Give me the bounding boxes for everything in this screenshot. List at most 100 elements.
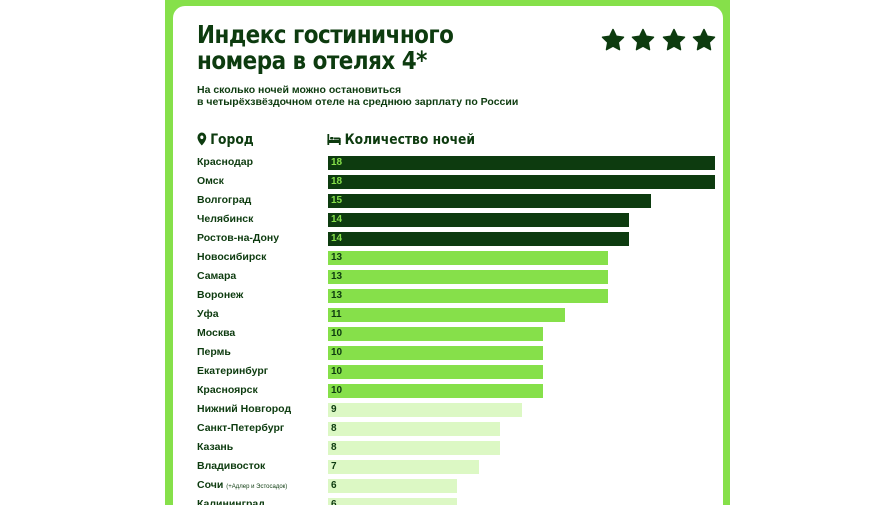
- city-label: Уфа: [197, 308, 219, 320]
- city-name: Омск: [197, 175, 224, 187]
- city-name: Екатеринбург: [197, 365, 269, 377]
- bar-value-label: 9: [331, 404, 337, 415]
- bar: 6: [328, 479, 457, 493]
- bar-row: Нижний Новгород 9: [173, 401, 723, 420]
- bar-row: Москва 10: [173, 325, 723, 344]
- city-label: Самара: [197, 270, 236, 282]
- star-icon: [693, 28, 716, 51]
- city-label: Сочи (+Адлер и Эстосадок): [197, 479, 287, 491]
- city-label: Москва: [197, 327, 235, 339]
- bar-row: Владивосток 7: [173, 458, 723, 477]
- bar-value-label: 13: [331, 271, 343, 282]
- city-name: Воронеж: [197, 289, 244, 301]
- city-header-label: Город: [210, 132, 254, 148]
- city-label: Нижний Новгород: [197, 403, 291, 415]
- subtitle-line-2: в четырёхзвёздочном отеле на среднюю зар…: [197, 96, 519, 108]
- bar-value-label: 7: [331, 461, 337, 472]
- bed-icon: [327, 134, 341, 145]
- bar: 13: [328, 270, 608, 284]
- city-column-header: Город: [197, 132, 254, 148]
- bar-value-label: 6: [331, 480, 337, 491]
- nights-column-header: Количество ночей: [327, 132, 475, 148]
- city-name: Калининград: [197, 498, 265, 505]
- city-label: Пермь: [197, 346, 231, 358]
- bar-row: Красноярск 10: [173, 382, 723, 401]
- rating-stars: [601, 28, 718, 52]
- bar-value-label: 15: [331, 195, 343, 206]
- bar-row: Новосибирск 13: [173, 249, 723, 268]
- city-label: Владивосток: [197, 460, 265, 472]
- city-label: Волгоград: [197, 194, 251, 206]
- star-icon: [601, 28, 625, 51]
- infographic-card: Индекс гостиничного номера в отелях 4* Н…: [173, 6, 723, 505]
- city-name: Пермь: [197, 346, 231, 358]
- bar: 13: [328, 289, 608, 303]
- city-name: Красноярск: [197, 384, 258, 396]
- location-pin-icon: [197, 132, 207, 146]
- city-name: Казань: [197, 441, 234, 453]
- city-label: Красноярск: [197, 384, 258, 396]
- bar: 10: [328, 327, 543, 341]
- bar-value-label: 8: [331, 423, 337, 434]
- bar-row: Челябинск 14: [173, 211, 723, 230]
- bar-row: Пермь 10: [173, 344, 723, 363]
- bar-value-label: 8: [331, 442, 337, 453]
- bar: 8: [328, 422, 500, 436]
- city-name: Самара: [197, 270, 237, 282]
- chart-title: Индекс гостиничного номера в отелях 4*: [197, 20, 454, 75]
- city-label: Челябинск: [197, 213, 253, 225]
- bar-value-label: 18: [331, 176, 343, 187]
- city-label: Екатеринбург: [197, 365, 268, 377]
- bar: 9: [328, 403, 522, 417]
- bar-value-label: 10: [331, 328, 343, 339]
- city-name: Челябинск: [197, 213, 254, 225]
- bar-row: Краснодар 18: [173, 154, 723, 173]
- star-icon: [632, 28, 655, 51]
- title-line-2: номера в отелях 4*: [197, 46, 427, 75]
- bar-row: Волгоград 15: [173, 192, 723, 211]
- bar: 6: [328, 498, 457, 505]
- star-icon: [662, 28, 686, 51]
- city-label: Казань: [197, 441, 233, 453]
- bar: 10: [328, 384, 543, 398]
- bar: 14: [328, 232, 629, 246]
- bar-row: Калининград 6: [173, 496, 723, 505]
- title-line-1: Индекс гостиничного: [197, 20, 454, 49]
- city-name: Москва: [197, 327, 236, 339]
- city-name: Новосибирск: [197, 251, 267, 263]
- bar-row: Екатеринбург 10: [173, 363, 723, 382]
- city-name: Нижний Новгород: [197, 403, 292, 415]
- bar-value-label: 14: [331, 214, 343, 225]
- city-name: Ростов-на-Дону: [197, 232, 280, 244]
- bar-value-label: 14: [331, 233, 343, 244]
- city-label: Ростов-на-Дону: [197, 232, 279, 244]
- city-label: Воронеж: [197, 289, 243, 301]
- city-label: Омск: [197, 175, 224, 187]
- bar-value-label: 13: [331, 290, 343, 301]
- city-label: Краснодар: [197, 156, 253, 168]
- nights-header-label: Количество ночей: [344, 132, 476, 148]
- city-name: Владивосток: [197, 460, 266, 472]
- bar: 10: [328, 346, 543, 360]
- subtitle-line-1: На сколько ночей можно остановиться: [197, 84, 402, 96]
- bar-value-label: 6: [331, 499, 337, 505]
- city-name: Санкт-Петербург: [197, 422, 285, 434]
- city-note: (+Адлер и Эстосадок): [226, 484, 288, 490]
- bar-value-label: 11: [331, 309, 342, 320]
- bar-row: Сочи (+Адлер и Эстосадок) 6: [173, 477, 723, 496]
- bar: 18: [328, 175, 715, 189]
- bar-value-label: 10: [331, 347, 343, 358]
- city-label: Калининград: [197, 498, 265, 505]
- bar-row: Самара 13: [173, 268, 723, 287]
- chart-subtitle: На сколько ночей можно остановиться в че…: [197, 84, 537, 108]
- bar: 18: [328, 156, 715, 170]
- bar-row: Омск 18: [173, 173, 723, 192]
- bar-row: Уфа 11: [173, 306, 723, 325]
- bar: 11: [328, 308, 565, 322]
- city-name: Волгоград: [197, 194, 252, 206]
- city-label: Новосибирск: [197, 251, 266, 263]
- city-name: Сочи: [197, 479, 224, 491]
- city-name: Уфа: [197, 308, 219, 320]
- bar: 8: [328, 441, 500, 455]
- city-label: Санкт-Петербург: [197, 422, 284, 434]
